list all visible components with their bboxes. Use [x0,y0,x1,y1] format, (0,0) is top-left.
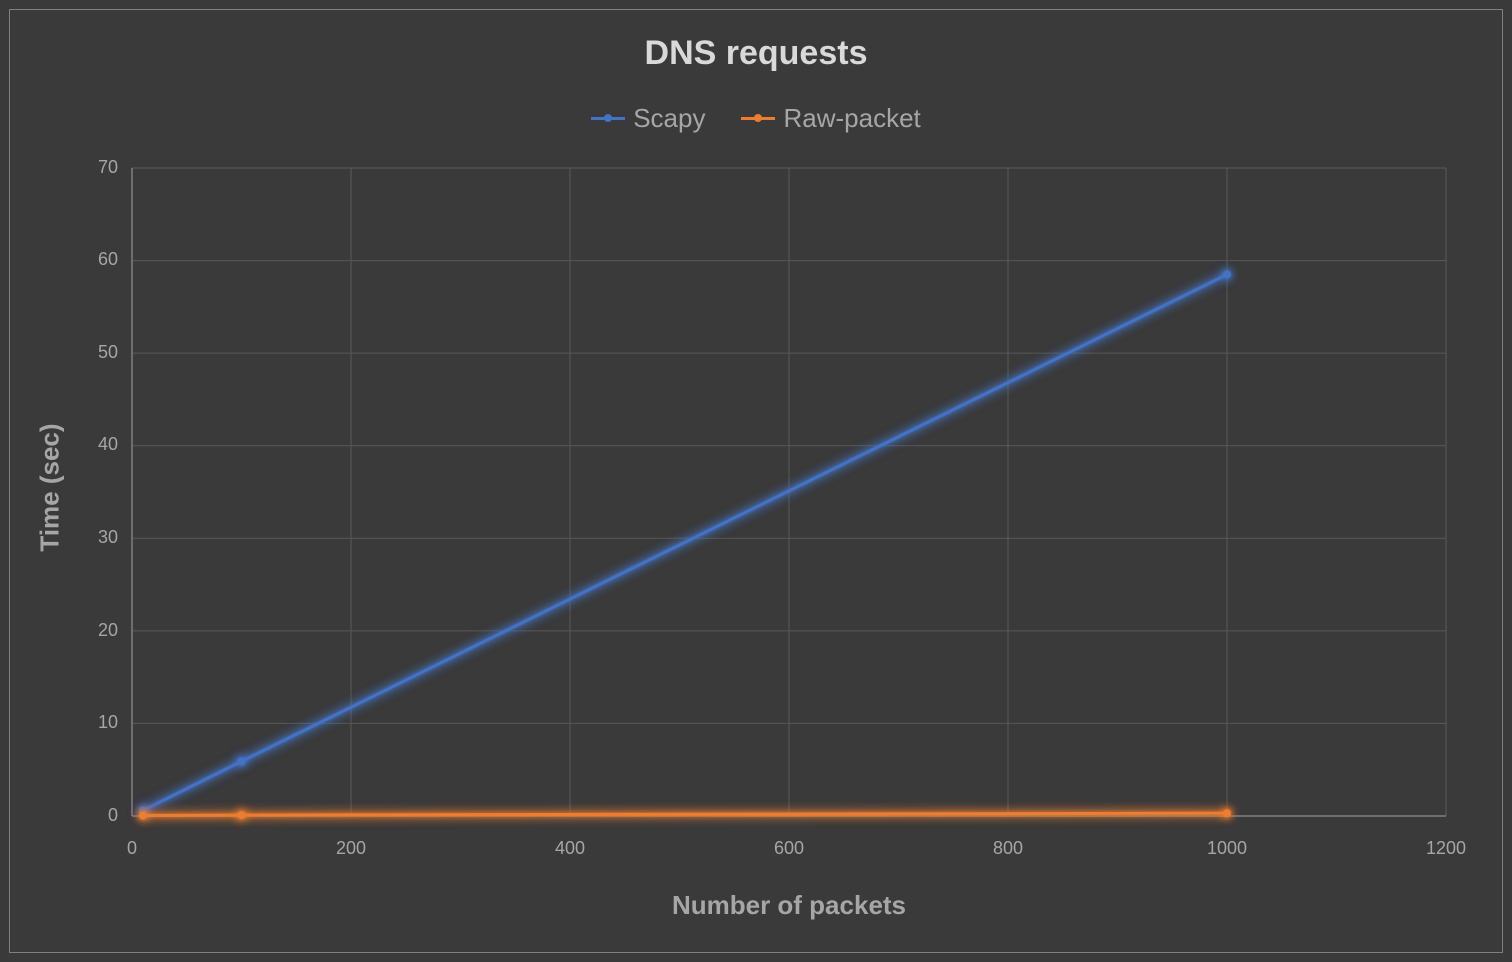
series-marker [139,812,147,820]
x-axis-label: Number of packets [132,890,1446,921]
series-marker [1223,270,1231,278]
chart-legend: Scapy Raw-packet [0,94,1512,134]
series-marker [238,811,246,819]
legend-item-raw-packet: Raw-packet [741,103,920,134]
x-tick-label: 400 [540,838,600,859]
series-line-scapy [143,274,1227,810]
y-tick-label: 60 [68,249,118,270]
x-tick-label: 200 [321,838,381,859]
legend-label: Raw-packet [783,103,920,134]
legend-item-scapy: Scapy [591,103,705,134]
series-marker [1223,809,1231,817]
y-tick-label: 10 [68,712,118,733]
y-axis-label: Time (sec) [35,338,66,638]
chart-title: DNS requests [0,34,1512,73]
y-tick-label: 70 [68,157,118,178]
y-tick-label: 40 [68,434,118,455]
series-marker [238,757,246,765]
legend-label: Scapy [633,103,705,134]
y-tick-label: 0 [68,805,118,826]
plot-svg [132,168,1446,816]
x-tick-label: 0 [102,838,162,859]
y-tick-label: 50 [68,342,118,363]
x-tick-label: 1200 [1416,838,1476,859]
x-tick-label: 1000 [1197,838,1257,859]
plot-area: 020040060080010001200010203040506070 [132,168,1446,816]
x-tick-label: 600 [759,838,819,859]
y-tick-label: 30 [68,527,118,548]
series-line-raw-packet [143,813,1227,815]
x-tick-label: 800 [978,838,1038,859]
y-tick-label: 20 [68,620,118,641]
